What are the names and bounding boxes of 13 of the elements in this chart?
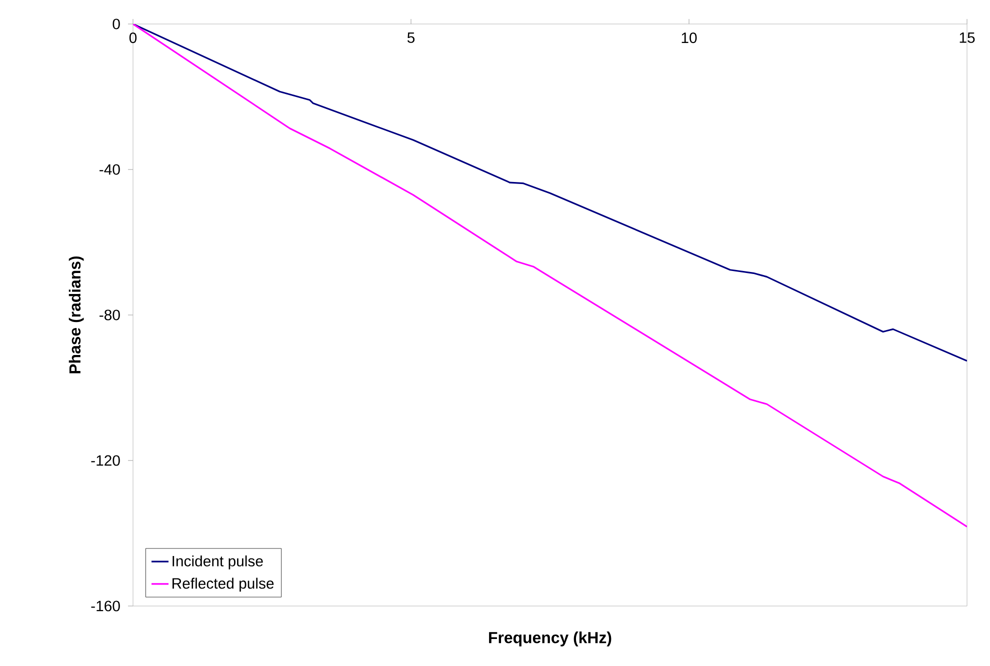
x-tick-label: 0 xyxy=(129,32,137,44)
y-tick-label: 0 xyxy=(112,18,120,30)
y-tick-label: -80 xyxy=(100,310,120,320)
x-axis-title: Frequency (kHz) xyxy=(489,632,612,646)
y-axis-title: Phase (radians) xyxy=(68,256,84,374)
legend-label: Reflected pulse xyxy=(172,578,274,592)
legend-label: Incident pulse xyxy=(172,555,263,570)
x-tick-label: 15 xyxy=(960,32,975,43)
y-tick-label: -40 xyxy=(100,164,120,175)
x-tick-label: 5 xyxy=(407,32,415,43)
x-tick-label: 10 xyxy=(682,32,697,44)
y-tick-label: -120 xyxy=(91,455,120,466)
y-tick-label: -160 xyxy=(91,600,120,612)
